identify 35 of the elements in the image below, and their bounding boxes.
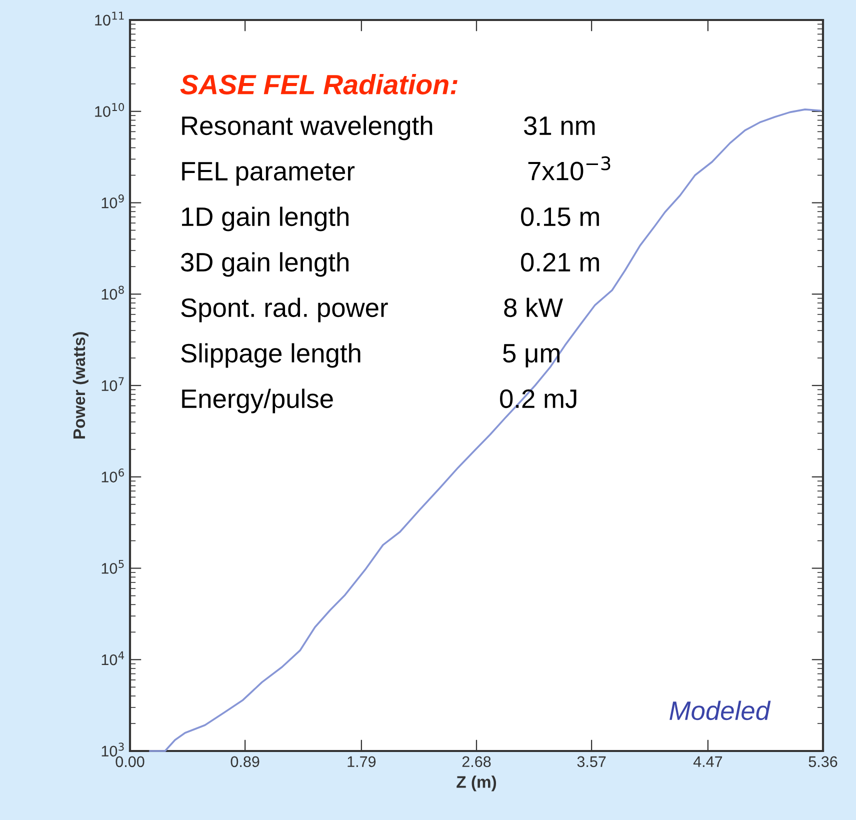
annotation: Slippage length [181,343,360,368]
y-tick-label: 10$^{8}$ [102,286,124,300]
y-tick-label: 10$^{9}$ [102,194,124,208]
annotation: Modeled [670,700,771,720]
y-tick-label: 10$^{5}$ [102,560,124,574]
annotation: 5 μm [503,344,560,368]
annotation: Resonant wavelength [182,116,432,140]
y-tick-label: 10$^{7}$ [102,377,124,392]
annotation: 0.21 m [521,252,599,272]
annotation: Energy/pulse [182,388,333,414]
y-tick-label: 10$^{10}$ [95,103,124,117]
annotation: FEL parameter [182,162,355,186]
x-tick-label: 5.36 [808,756,838,768]
x-tick-label: 3.57 [577,756,606,768]
y-axis-title: Power (watts) [72,332,88,439]
x-tick-label: 4.47 [693,756,722,767]
annotation: 31 nm [524,116,595,136]
annotation: SASE FEL Radiation: [180,74,458,94]
annotation: 3D gain length [181,252,348,277]
y-tick-label: 10$^{6}$ [102,468,124,482]
annotation: 1D gain length [182,206,348,232]
annotation: 0.2 mJ [500,389,576,408]
annotation: 8 kW [504,298,564,318]
y-tick-label: 10$^{11}$ [95,12,124,26]
y-tick-label: 10$^{3}$ [102,742,124,757]
x-tick-label: 2.68 [462,756,491,768]
x-tick-label: 0.89 [230,756,260,768]
annotation: 7x10$^{−3}$ [528,156,610,180]
annotation: 0.15 m [521,207,599,226]
line-series [149,108,821,752]
x-tick-label: 1.79 [348,756,376,768]
annotation: Spont. rad. power [181,298,388,322]
x-axis-title: Z (m) [456,776,496,792]
x-tick-label: 0.00 [116,756,144,768]
y-tick-label: 10$^{4}$ [102,651,124,666]
